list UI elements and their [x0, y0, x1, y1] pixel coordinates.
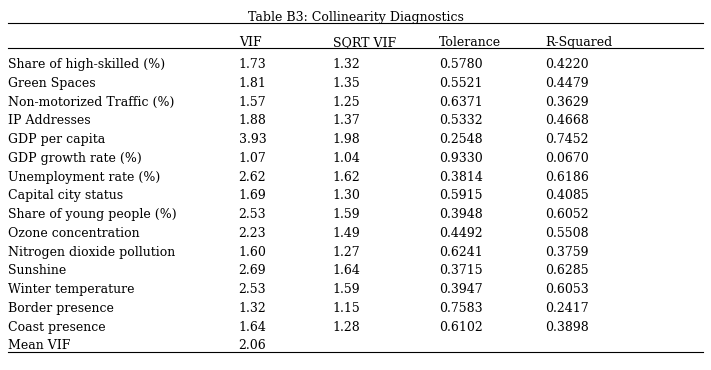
Text: Table B3: Collinearity Diagnostics: Table B3: Collinearity Diagnostics — [247, 11, 464, 24]
Text: 0.9330: 0.9330 — [439, 152, 483, 165]
Text: 3.93: 3.93 — [239, 133, 267, 146]
Text: 2.53: 2.53 — [239, 208, 266, 221]
Text: 0.6285: 0.6285 — [545, 264, 589, 278]
Text: 1.60: 1.60 — [239, 246, 267, 259]
Text: 2.23: 2.23 — [239, 227, 266, 240]
Text: 1.73: 1.73 — [239, 58, 267, 71]
Text: 0.3814: 0.3814 — [439, 171, 483, 184]
Text: Coast presence: Coast presence — [9, 320, 106, 333]
Text: 0.7583: 0.7583 — [439, 302, 483, 315]
Text: 0.5508: 0.5508 — [545, 227, 589, 240]
Text: GDP growth rate (%): GDP growth rate (%) — [9, 152, 142, 165]
Text: 1.88: 1.88 — [239, 114, 267, 128]
Text: IP Addresses: IP Addresses — [9, 114, 91, 128]
Text: Green Spaces: Green Spaces — [9, 77, 96, 90]
Text: 0.4085: 0.4085 — [545, 189, 589, 202]
Text: 0.3715: 0.3715 — [439, 264, 483, 278]
Text: 0.3898: 0.3898 — [545, 320, 589, 333]
Text: 0.3759: 0.3759 — [545, 246, 589, 259]
Text: 0.6102: 0.6102 — [439, 320, 483, 333]
Text: 1.69: 1.69 — [239, 189, 267, 202]
Text: 1.37: 1.37 — [333, 114, 360, 128]
Text: 1.98: 1.98 — [333, 133, 360, 146]
Text: 1.64: 1.64 — [333, 264, 360, 278]
Text: Nitrogen dioxide pollution: Nitrogen dioxide pollution — [9, 246, 176, 259]
Text: Share of young people (%): Share of young people (%) — [9, 208, 177, 221]
Text: 2.06: 2.06 — [239, 339, 267, 352]
Text: 0.2548: 0.2548 — [439, 133, 483, 146]
Text: 1.25: 1.25 — [333, 96, 360, 109]
Text: VIF: VIF — [239, 36, 261, 49]
Text: 1.27: 1.27 — [333, 246, 360, 259]
Text: 1.64: 1.64 — [239, 320, 267, 333]
Text: 1.32: 1.32 — [333, 58, 360, 71]
Text: 1.35: 1.35 — [333, 77, 360, 90]
Text: 0.3948: 0.3948 — [439, 208, 483, 221]
Text: 2.62: 2.62 — [239, 171, 266, 184]
Text: 0.5521: 0.5521 — [439, 77, 483, 90]
Text: Border presence: Border presence — [9, 302, 114, 315]
Text: Tolerance: Tolerance — [439, 36, 501, 49]
Text: R-Squared: R-Squared — [545, 36, 613, 49]
Text: 0.3947: 0.3947 — [439, 283, 483, 296]
Text: 0.3629: 0.3629 — [545, 96, 589, 109]
Text: Capital city status: Capital city status — [9, 189, 124, 202]
Text: 0.5332: 0.5332 — [439, 114, 483, 128]
Text: 1.28: 1.28 — [333, 320, 360, 333]
Text: 2.69: 2.69 — [239, 264, 266, 278]
Text: 1.59: 1.59 — [333, 283, 360, 296]
Text: 0.7452: 0.7452 — [545, 133, 589, 146]
Text: 0.6241: 0.6241 — [439, 246, 483, 259]
Text: GDP per capita: GDP per capita — [9, 133, 106, 146]
Text: 0.6371: 0.6371 — [439, 96, 483, 109]
Text: Winter temperature: Winter temperature — [9, 283, 135, 296]
Text: 1.57: 1.57 — [239, 96, 266, 109]
Text: Sunshine: Sunshine — [9, 264, 67, 278]
Text: Mean VIF: Mean VIF — [9, 339, 71, 352]
Text: Unemployment rate (%): Unemployment rate (%) — [9, 171, 161, 184]
Text: Ozone concentration: Ozone concentration — [9, 227, 140, 240]
Text: 1.04: 1.04 — [333, 152, 360, 165]
Text: 0.4492: 0.4492 — [439, 227, 483, 240]
Text: 0.0670: 0.0670 — [545, 152, 589, 165]
Text: 1.49: 1.49 — [333, 227, 360, 240]
Text: 0.5780: 0.5780 — [439, 58, 483, 71]
Text: 1.15: 1.15 — [333, 302, 360, 315]
Text: 2.53: 2.53 — [239, 283, 266, 296]
Text: 0.5915: 0.5915 — [439, 189, 483, 202]
Text: Non-motorized Traffic (%): Non-motorized Traffic (%) — [9, 96, 175, 109]
Text: 1.59: 1.59 — [333, 208, 360, 221]
Text: 0.4668: 0.4668 — [545, 114, 589, 128]
Text: 0.2417: 0.2417 — [545, 302, 589, 315]
Text: SQRT VIF: SQRT VIF — [333, 36, 396, 49]
Text: 0.6052: 0.6052 — [545, 208, 589, 221]
Text: Share of high-skilled (%): Share of high-skilled (%) — [9, 58, 166, 71]
Text: 1.32: 1.32 — [239, 302, 267, 315]
Text: 0.6053: 0.6053 — [545, 283, 589, 296]
Text: 0.4479: 0.4479 — [545, 77, 589, 90]
Text: 1.62: 1.62 — [333, 171, 360, 184]
Text: 1.07: 1.07 — [239, 152, 267, 165]
Text: 1.30: 1.30 — [333, 189, 360, 202]
Text: 0.6186: 0.6186 — [545, 171, 589, 184]
Text: 1.81: 1.81 — [239, 77, 267, 90]
Text: 0.4220: 0.4220 — [545, 58, 589, 71]
